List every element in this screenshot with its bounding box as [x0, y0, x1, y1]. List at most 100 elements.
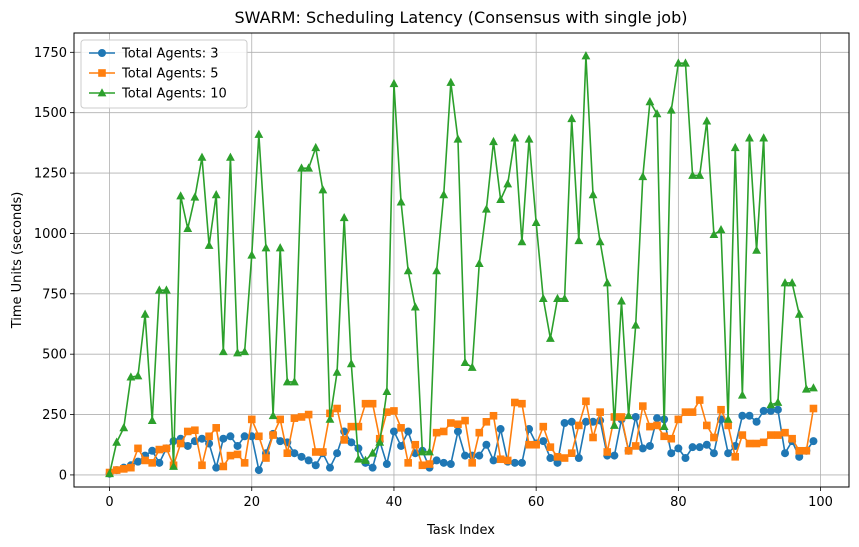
data-point: [517, 458, 526, 467]
data-point: [724, 421, 732, 430]
data-point: [659, 421, 669, 431]
data-point: [318, 185, 328, 194]
data-point: [169, 461, 178, 470]
data-point: [560, 293, 569, 303]
data-point: [347, 438, 356, 447]
data-point: [218, 346, 228, 356]
data-point: [453, 427, 462, 436]
legend-label: Total Agents: 10: [121, 87, 227, 102]
data-point: [176, 191, 186, 200]
data-point: [276, 437, 285, 446]
x-axis-label: Task Index: [426, 523, 495, 538]
data-point: [724, 449, 733, 458]
legend-box: [80, 39, 248, 109]
data-point: [425, 460, 434, 468]
legend: Total Agents: 3 Total Agents: 5 Total Agen…: [80, 39, 248, 109]
data-point: [474, 258, 484, 268]
data-point: [454, 420, 462, 429]
data-point: [481, 204, 491, 213]
data-point: [596, 408, 604, 416]
data-point: [461, 416, 469, 425]
data-point: [467, 362, 477, 371]
data-point: [503, 179, 513, 188]
data-point: [609, 420, 619, 429]
data-point: [354, 444, 363, 453]
data-point: [539, 422, 548, 431]
data-point: [254, 129, 264, 138]
data-point: [240, 459, 249, 467]
data-point: [738, 411, 747, 420]
data-point: [418, 461, 427, 470]
data-point: [695, 170, 705, 179]
data-point: [660, 432, 668, 441]
data-point: [382, 460, 391, 469]
data-point: [809, 404, 818, 413]
data-point: [233, 450, 242, 459]
data-point: [788, 434, 796, 443]
data-point: [155, 458, 164, 467]
legend-marker: [97, 88, 107, 97]
data-point: [581, 417, 590, 426]
data-point: [432, 266, 442, 275]
data-point: [766, 431, 775, 439]
data-point: [503, 456, 512, 465]
data-point: [560, 454, 569, 462]
data-point: [119, 423, 129, 432]
data-point: [368, 399, 377, 408]
data-point: [112, 466, 121, 474]
data-point: [673, 58, 683, 67]
data-point: [141, 456, 149, 465]
data-point: [311, 142, 321, 152]
data-point: [638, 171, 648, 181]
data-point: [781, 449, 790, 458]
data-point: [368, 448, 378, 457]
series-1: [105, 405, 818, 478]
x-tick-label: 0: [105, 495, 113, 510]
data-point: [333, 404, 341, 413]
data-point: [354, 422, 363, 431]
data-point: [332, 367, 342, 376]
data-point: [211, 189, 221, 199]
data-point: [631, 442, 640, 450]
data-point: [404, 427, 413, 436]
x-tick-label: 100: [808, 495, 833, 510]
data-point: [304, 163, 314, 172]
data-point: [774, 431, 782, 439]
data-point: [212, 463, 221, 472]
data-point: [795, 446, 804, 455]
data-point: [801, 384, 811, 393]
data-point: [233, 348, 242, 357]
data-point: [226, 152, 235, 161]
data-point: [396, 197, 406, 206]
data-point: [154, 285, 164, 294]
data-point: [730, 142, 740, 152]
data-point: [446, 77, 456, 86]
data-point: [417, 447, 427, 456]
data-point: [183, 223, 193, 233]
data-point: [126, 372, 136, 381]
data-point: [453, 134, 463, 143]
data-point: [539, 437, 548, 446]
data-point: [183, 427, 192, 436]
data-point: [553, 453, 562, 461]
data-point: [403, 266, 413, 275]
data-point: [582, 397, 590, 406]
data-point: [653, 421, 661, 430]
x-tick-label: 60: [528, 495, 545, 510]
data-point: [425, 447, 434, 456]
data-point: [446, 460, 455, 469]
data-point: [809, 437, 818, 446]
data-point: [745, 439, 754, 448]
legend-item: Total Agents: 10: [89, 87, 227, 102]
data-point: [567, 449, 576, 457]
data-point: [147, 415, 157, 424]
data-point: [794, 309, 804, 318]
data-point: [688, 443, 697, 452]
data-point: [631, 320, 641, 329]
data-point: [389, 78, 399, 88]
legend-marker: [98, 69, 106, 77]
data-point: [809, 383, 818, 392]
data-point: [432, 456, 441, 465]
data-point: [546, 454, 555, 463]
